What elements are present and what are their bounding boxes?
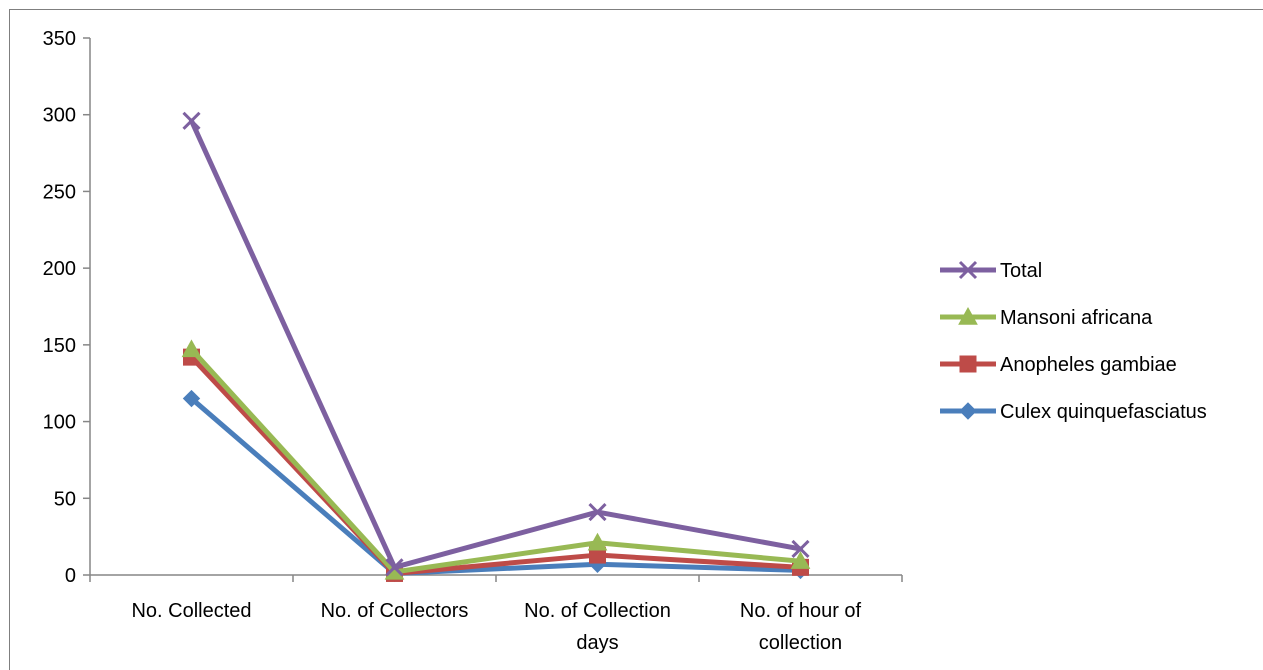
x-tick-label: No. of hour of collection — [740, 600, 862, 654]
y-tick-label: 50 — [54, 488, 76, 510]
legend-swatch-marker — [958, 306, 978, 325]
x-tick-label: No. of Collectors — [321, 600, 469, 622]
legend-swatch-marker — [958, 260, 978, 280]
legend-item: Anopheles gambiae — [940, 354, 1177, 376]
legend-item: Total — [940, 260, 1042, 282]
marker-stroke — [588, 503, 607, 522]
x-tick-label-line: No. of Collection — [524, 600, 671, 622]
x-tick-label-line: No. of Collectors — [321, 600, 469, 622]
marker-stroke — [385, 558, 404, 577]
series-line — [189, 354, 803, 576]
y-tick-label: 300 — [43, 105, 76, 127]
series-line — [189, 346, 803, 575]
marker-stroke — [958, 260, 978, 280]
data-point-marker — [587, 532, 608, 551]
marker-stroke — [791, 539, 810, 558]
y-tick-label: 250 — [43, 181, 76, 203]
data-point-marker — [182, 389, 201, 408]
legend-swatch-marker — [959, 402, 977, 420]
series-layer — [181, 111, 811, 583]
legend-label: Culex quinquefasciatus — [1000, 401, 1207, 423]
legend-item: Mansoni africana — [940, 306, 1153, 329]
data-point-marker — [385, 558, 404, 577]
y-tick-label: 150 — [43, 335, 76, 357]
series-total — [182, 111, 810, 577]
x-tick-label-line: days — [576, 632, 618, 654]
legend: Total Mansoni africana Anopheles gambiae Cu… — [940, 260, 1207, 423]
marker-stroke — [182, 111, 201, 130]
legend-item: Culex quinquefasciatus — [940, 401, 1207, 423]
legend-swatch-marker — [959, 355, 977, 373]
y-tick-label: 0 — [65, 565, 76, 587]
series-mansoni-africana — [181, 339, 811, 580]
legend-label: Anopheles gambiae — [1000, 354, 1177, 376]
y-tick-label: 350 — [43, 28, 76, 50]
data-point-marker — [791, 539, 810, 558]
data-point-marker — [790, 551, 811, 569]
series-anopheles-gambiae — [183, 348, 809, 582]
series-line — [189, 118, 803, 570]
data-point-marker — [181, 339, 202, 358]
legend-label: Total — [1000, 260, 1042, 282]
x-tick-label: No. Collected — [131, 600, 251, 622]
y-tick-label: 100 — [43, 412, 76, 434]
x-tick-label-line: No. Collected — [131, 600, 251, 622]
series-line — [189, 396, 803, 576]
x-tick-label-line: No. of hour of — [740, 600, 862, 622]
legend-label: Mansoni africana — [1000, 307, 1153, 329]
x-tick-label-line: collection — [759, 632, 842, 654]
data-point-marker — [588, 503, 607, 522]
x-tick-label: No. of Collection days — [524, 600, 671, 654]
y-tick-label: 200 — [43, 258, 76, 280]
data-point-marker — [182, 111, 201, 130]
axes: 0 50 100 150 200 250 300 350 No. Collected No. of… — [43, 28, 903, 654]
